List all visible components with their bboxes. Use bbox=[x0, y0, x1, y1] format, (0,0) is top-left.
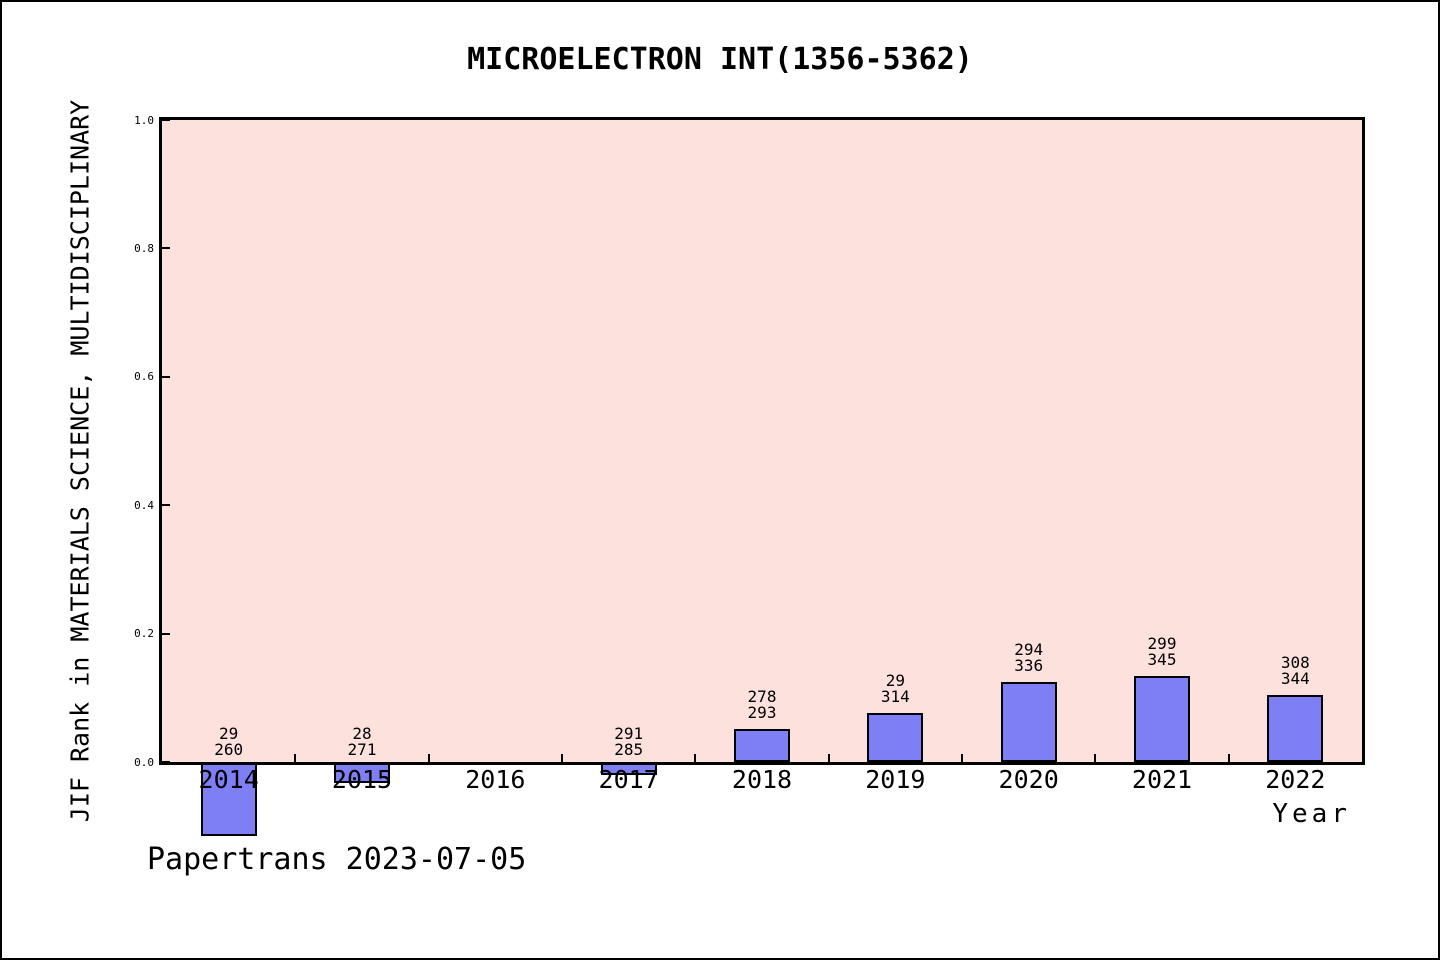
bar-2019 bbox=[867, 712, 924, 762]
x-tick-label-2022: 2022 bbox=[1265, 765, 1326, 794]
y-tick-label: 0.8 bbox=[134, 241, 154, 255]
x-tick-label-2017: 2017 bbox=[598, 765, 659, 794]
x-tick-mark bbox=[827, 754, 830, 762]
y-tick-label: 0.0 bbox=[134, 755, 154, 769]
x-tick-mark bbox=[427, 754, 430, 762]
y-tick-mark bbox=[162, 504, 170, 507]
x-tick-label-2021: 2021 bbox=[1131, 765, 1193, 794]
x-tick-mark bbox=[294, 754, 297, 762]
x-tick-label-2020: 2020 bbox=[998, 765, 1059, 794]
bar-2014 bbox=[200, 762, 257, 836]
x-tick-label-2014: 2014 bbox=[198, 765, 259, 794]
bar-value-label-2018: 278 293 bbox=[747, 686, 777, 722]
bar-value-label-2014: 29 260 bbox=[214, 724, 244, 759]
y-tick-mark bbox=[162, 119, 170, 121]
x-tick-mark bbox=[1227, 754, 1230, 762]
chart-title: MICROELECTRON INT(1356-5362) bbox=[467, 42, 973, 77]
x-tick-mark bbox=[694, 754, 697, 762]
bar-value-label-2020: 294 336 bbox=[1014, 639, 1044, 675]
bar-2021 bbox=[1134, 675, 1190, 762]
plot-area bbox=[162, 120, 1362, 762]
y-tick-mark bbox=[162, 375, 170, 378]
bar-value-label-2015: 28 271 bbox=[347, 724, 377, 759]
y-axis-title: JIF Rank in MATERIALS SCIENCE, MULTIDISC… bbox=[65, 99, 95, 823]
y-tick-label: 0.2 bbox=[134, 627, 154, 641]
x-tick-label-2015: 2015 bbox=[331, 765, 393, 794]
bar-2022 bbox=[1267, 694, 1324, 762]
x-tick-mark bbox=[1094, 754, 1097, 762]
bar-value-label-2021: 299 345 bbox=[1147, 633, 1177, 669]
y-tick-label: 0.6 bbox=[134, 370, 154, 384]
x-tick-label-2016: 2016 bbox=[465, 765, 526, 794]
x-axis-title: Year bbox=[1272, 799, 1351, 829]
bar-2018 bbox=[734, 728, 790, 762]
watermark-text: Papertrans 2023-07-05 bbox=[147, 842, 527, 877]
x-tick-label-2019: 2019 bbox=[865, 765, 926, 794]
y-tick-mark bbox=[162, 632, 170, 635]
bar-value-label-2019: 29 314 bbox=[880, 670, 910, 706]
y-tick-label: 1.0 bbox=[134, 113, 154, 127]
bar-value-label-2017: 291 285 bbox=[614, 724, 644, 759]
bar-value-label-2022: 308 344 bbox=[1280, 652, 1310, 688]
bar-2020 bbox=[1000, 681, 1057, 762]
y-tick-label: 0.4 bbox=[134, 498, 154, 512]
x-tick-label-2018: 2018 bbox=[731, 765, 793, 794]
x-tick-mark bbox=[961, 754, 963, 762]
y-tick-mark bbox=[162, 247, 170, 250]
y-tick-mark bbox=[162, 761, 170, 763]
x-tick-mark bbox=[561, 754, 563, 762]
